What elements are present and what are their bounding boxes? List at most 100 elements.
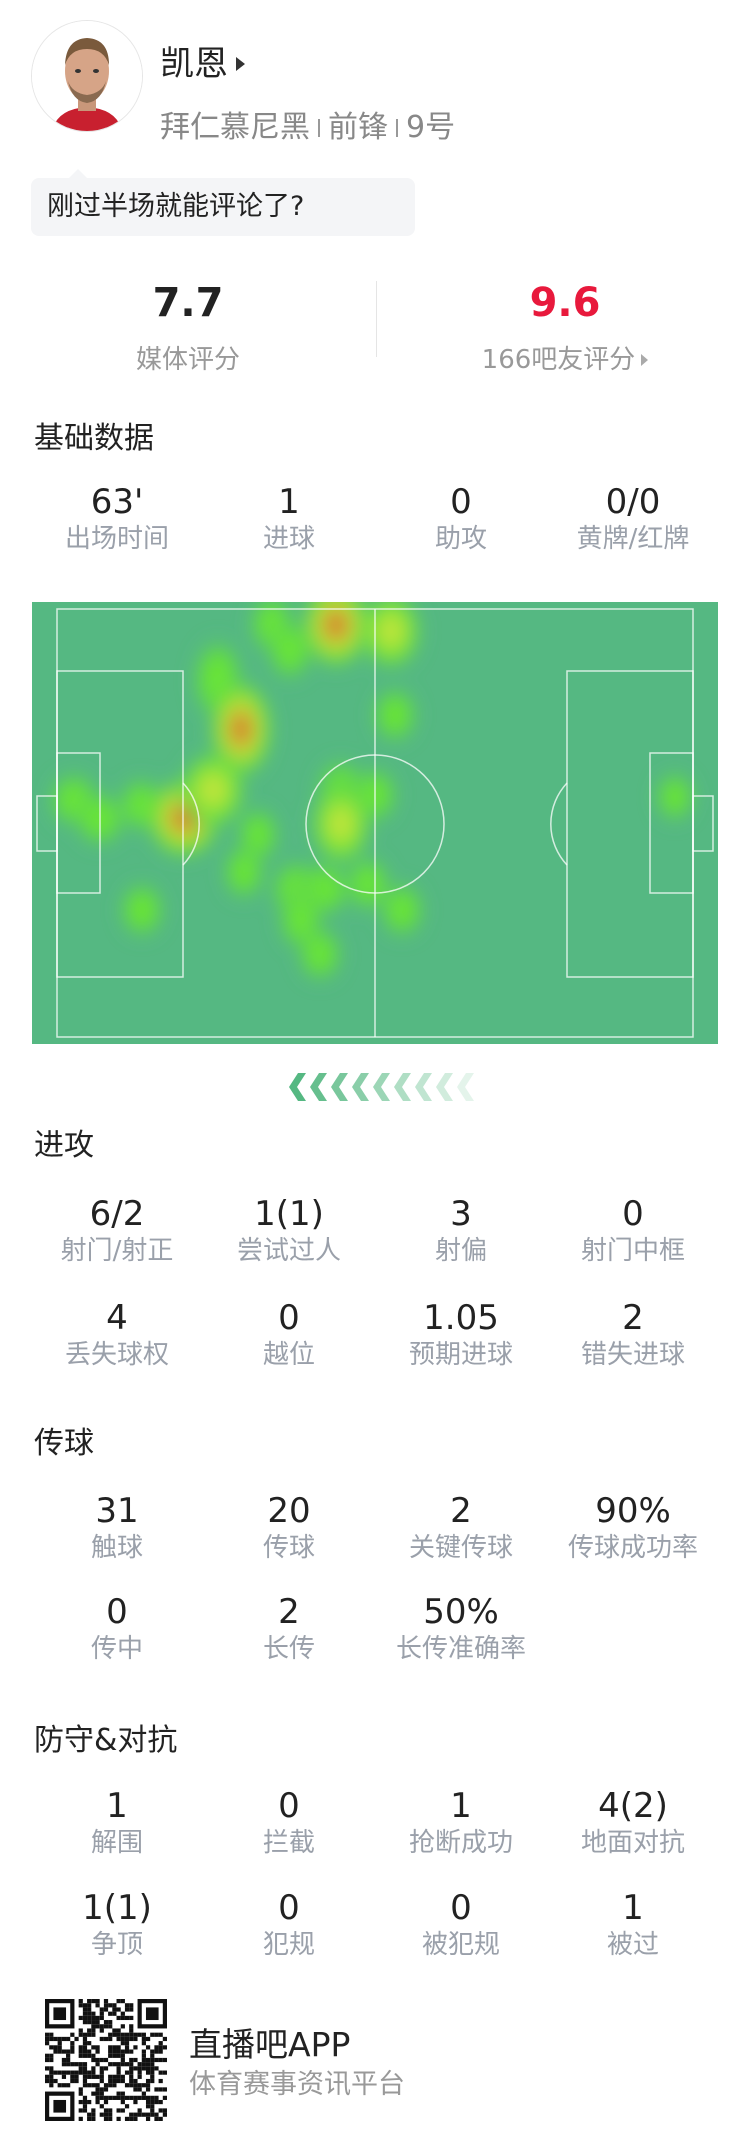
stat-item: 0/0 黄牌/红牌 <box>547 482 719 556</box>
heat-spot <box>266 617 314 683</box>
stat-value: 0/0 <box>605 482 661 522</box>
stat-value: 2 <box>450 1491 472 1531</box>
stat-item: 20 传球 <box>203 1491 375 1565</box>
stat-label: 触球 <box>90 1533 143 1563</box>
heatmap-pitch <box>32 580 718 1044</box>
heat-spot <box>177 748 249 832</box>
stats-row: 1(1) 争顶 0 犯规 0 被犯规 1 被过 <box>31 1888 719 1962</box>
comment-prompt-text: 刚过半场就能评论了? <box>47 191 305 222</box>
heat-spot <box>221 842 267 902</box>
qr-code-icon[interactable] <box>45 1999 167 2121</box>
fan-rating-value: 9.6 <box>529 280 601 326</box>
stat-value: 63' <box>90 482 144 522</box>
comment-prompt[interactable]: 刚过半场就能评论了? <box>31 169 415 236</box>
divider <box>396 119 398 137</box>
stat-label: 传球 <box>262 1533 315 1563</box>
stat-item: 6/2 射门/射正 <box>31 1194 203 1268</box>
stat-item: 0 越位 <box>203 1298 375 1372</box>
heat-spot <box>118 880 166 940</box>
player-position: 前锋 <box>328 110 388 145</box>
heat-spot <box>378 880 426 940</box>
stat-value: 2 <box>622 1298 644 1338</box>
stat-label: 拦截 <box>262 1828 315 1858</box>
stat-item: 1 进球 <box>203 482 375 556</box>
chevron-left-icon <box>436 1073 453 1101</box>
stats-row: 1 解围 0 拦截 1 抢断成功 4(2) 地面对抗 <box>31 1786 719 1860</box>
stat-value: 1(1) <box>254 1194 324 1234</box>
stat-value: 0 <box>278 1298 300 1338</box>
media-rating: 7.7 媒体评分 <box>58 278 318 378</box>
media-rating-label: 媒体评分 <box>135 345 240 375</box>
stat-value: 0 <box>622 1194 644 1234</box>
stat-value: 6/2 <box>89 1194 145 1234</box>
attack-direction-arrows-icon <box>289 1073 474 1101</box>
stat-item: 2 长传 <box>203 1592 375 1666</box>
rating-divider <box>376 281 377 357</box>
chevron-left-icon <box>373 1073 390 1101</box>
chevron-left-icon <box>310 1073 327 1101</box>
stat-item: 1 解围 <box>31 1786 203 1860</box>
stat-value: 20 <box>267 1491 311 1531</box>
stat-item: 90% 传球成功率 <box>547 1491 719 1565</box>
stat-value: 1 <box>278 482 300 522</box>
fan-rating-button[interactable]: 9.6 166吧友评分 <box>435 278 695 378</box>
stat-label: 抢断成功 <box>408 1828 513 1858</box>
media-rating-value: 7.7 <box>152 280 224 326</box>
stat-label: 关键传球 <box>408 1533 513 1563</box>
heat-spot <box>654 770 696 824</box>
stat-value: 0 <box>278 1888 300 1928</box>
chevron-left-icon <box>457 1073 474 1101</box>
stat-value: 1(1) <box>82 1888 152 1928</box>
stat-item: 1(1) 尝试过人 <box>203 1194 375 1268</box>
stat-label: 犯规 <box>262 1930 315 1960</box>
stat-item: 2 关键传球 <box>375 1491 547 1565</box>
stat-value: 2 <box>278 1592 300 1632</box>
stat-value: 3 <box>450 1194 472 1234</box>
stat-value: 1 <box>450 1786 472 1826</box>
stat-label: 被犯规 <box>421 1930 500 1960</box>
stat-label: 出场时间 <box>64 524 169 554</box>
stat-value: 50% <box>423 1592 499 1632</box>
stat-item: 0 传中 <box>31 1592 203 1666</box>
stat-value: 0 <box>106 1592 128 1632</box>
stat-item: 31 触球 <box>31 1491 203 1565</box>
heat-spot <box>308 779 374 869</box>
stat-item: 4(2) 地面对抗 <box>547 1786 719 1860</box>
heatmap-svg <box>36 580 714 1038</box>
section-title-attack: 进攻 <box>34 1128 94 1163</box>
stat-label: 传球成功率 <box>567 1533 698 1563</box>
stat-label: 丢失球权 <box>64 1340 169 1370</box>
stat-label: 传中 <box>90 1634 143 1664</box>
stat-value: 0 <box>278 1786 300 1826</box>
stat-item: 0 拦截 <box>203 1786 375 1860</box>
stat-label: 解围 <box>90 1828 143 1858</box>
stat-label: 黄牌/红牌 <box>576 524 690 554</box>
stats-row: 63' 出场时间 1 进球 0 助攻 0/0 黄牌/红牌 <box>31 482 719 556</box>
stat-value: 4(2) <box>598 1786 668 1826</box>
player-name-link[interactable]: 凯恩 <box>160 42 245 86</box>
stat-item: 1 被过 <box>547 1888 719 1962</box>
heat-spot <box>300 580 372 670</box>
section-title-passing: 传球 <box>34 1426 94 1461</box>
stat-item: 0 被犯规 <box>375 1888 547 1962</box>
stat-item: 1(1) 争顶 <box>31 1888 203 1962</box>
stat-item: 0 助攻 <box>375 482 547 556</box>
player-number: 9号 <box>406 110 456 145</box>
stats-row: 4 丢失球权 0 越位 1.05 预期进球 2 错失进球 <box>31 1298 719 1372</box>
fan-rating-label: 166吧友评分 <box>481 345 636 375</box>
heat-spot <box>371 685 419 745</box>
heat-spot <box>296 924 344 984</box>
app-name: 直播吧APP <box>189 2025 351 2064</box>
player-photo-icon <box>32 21 142 131</box>
stat-label: 射门/射正 <box>60 1236 174 1266</box>
stat-item: 63' 出场时间 <box>31 482 203 556</box>
section-title-defense: 防守&对抗 <box>34 1723 178 1758</box>
caret-right-icon <box>236 57 245 71</box>
stat-label: 预期进球 <box>408 1340 513 1370</box>
stat-value: 1 <box>622 1888 644 1928</box>
stat-label: 进球 <box>262 524 315 554</box>
stat-label: 被过 <box>606 1930 659 1960</box>
player-avatar[interactable] <box>31 20 143 132</box>
divider <box>318 119 320 137</box>
stat-label: 长传 <box>262 1634 315 1664</box>
